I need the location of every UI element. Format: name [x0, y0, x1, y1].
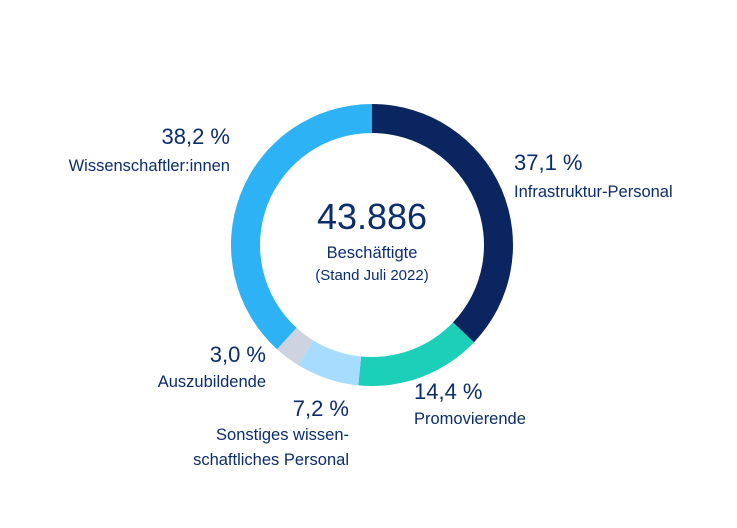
center-caption: Beschäftigte — [327, 244, 418, 262]
slice-percent: 14,4 % — [414, 379, 483, 404]
slice-name: Auszubildende — [158, 373, 266, 391]
slice-label-wissenschaftler: 38,2 % Wissenschaftler:innen — [69, 124, 230, 175]
slice-promovierende — [358, 322, 474, 386]
slice-infrastruktur — [372, 104, 513, 343]
slice-name: Infrastruktur-Personal — [514, 183, 673, 201]
slice-name: Promovierende — [414, 410, 526, 428]
slice-name-line-2: schaftliches Personal — [193, 451, 349, 469]
slice-percent: 3,0 % — [210, 342, 266, 367]
slice-percent: 38,2 % — [162, 124, 231, 149]
center-total: 43.886 — [317, 196, 427, 237]
slice-label-promovierende: 14,4 % Promovierende — [414, 379, 526, 428]
slice-name-line-1: Sonstiges wissen- — [216, 426, 349, 444]
slice-auszubildende — [277, 327, 314, 366]
slice-wissenschaftler — [231, 104, 372, 350]
slice-label-auszubildende: 3,0 % Auszubildende — [158, 342, 266, 391]
slice-label-sonstiges: 7,2 % Sonstiges wissen- schaftliches Per… — [193, 396, 349, 469]
donut-slices — [231, 104, 513, 386]
slice-percent: 37,1 % — [514, 150, 583, 175]
slice-name: Wissenschaftler:innen — [69, 157, 230, 175]
center-date: (Stand Juli 2022) — [315, 267, 428, 284]
slice-percent: 7,2 % — [293, 396, 349, 421]
slice-label-infrastruktur: 37,1 % Infrastruktur-Personal — [514, 150, 673, 201]
slice-sonstiges — [298, 340, 362, 386]
